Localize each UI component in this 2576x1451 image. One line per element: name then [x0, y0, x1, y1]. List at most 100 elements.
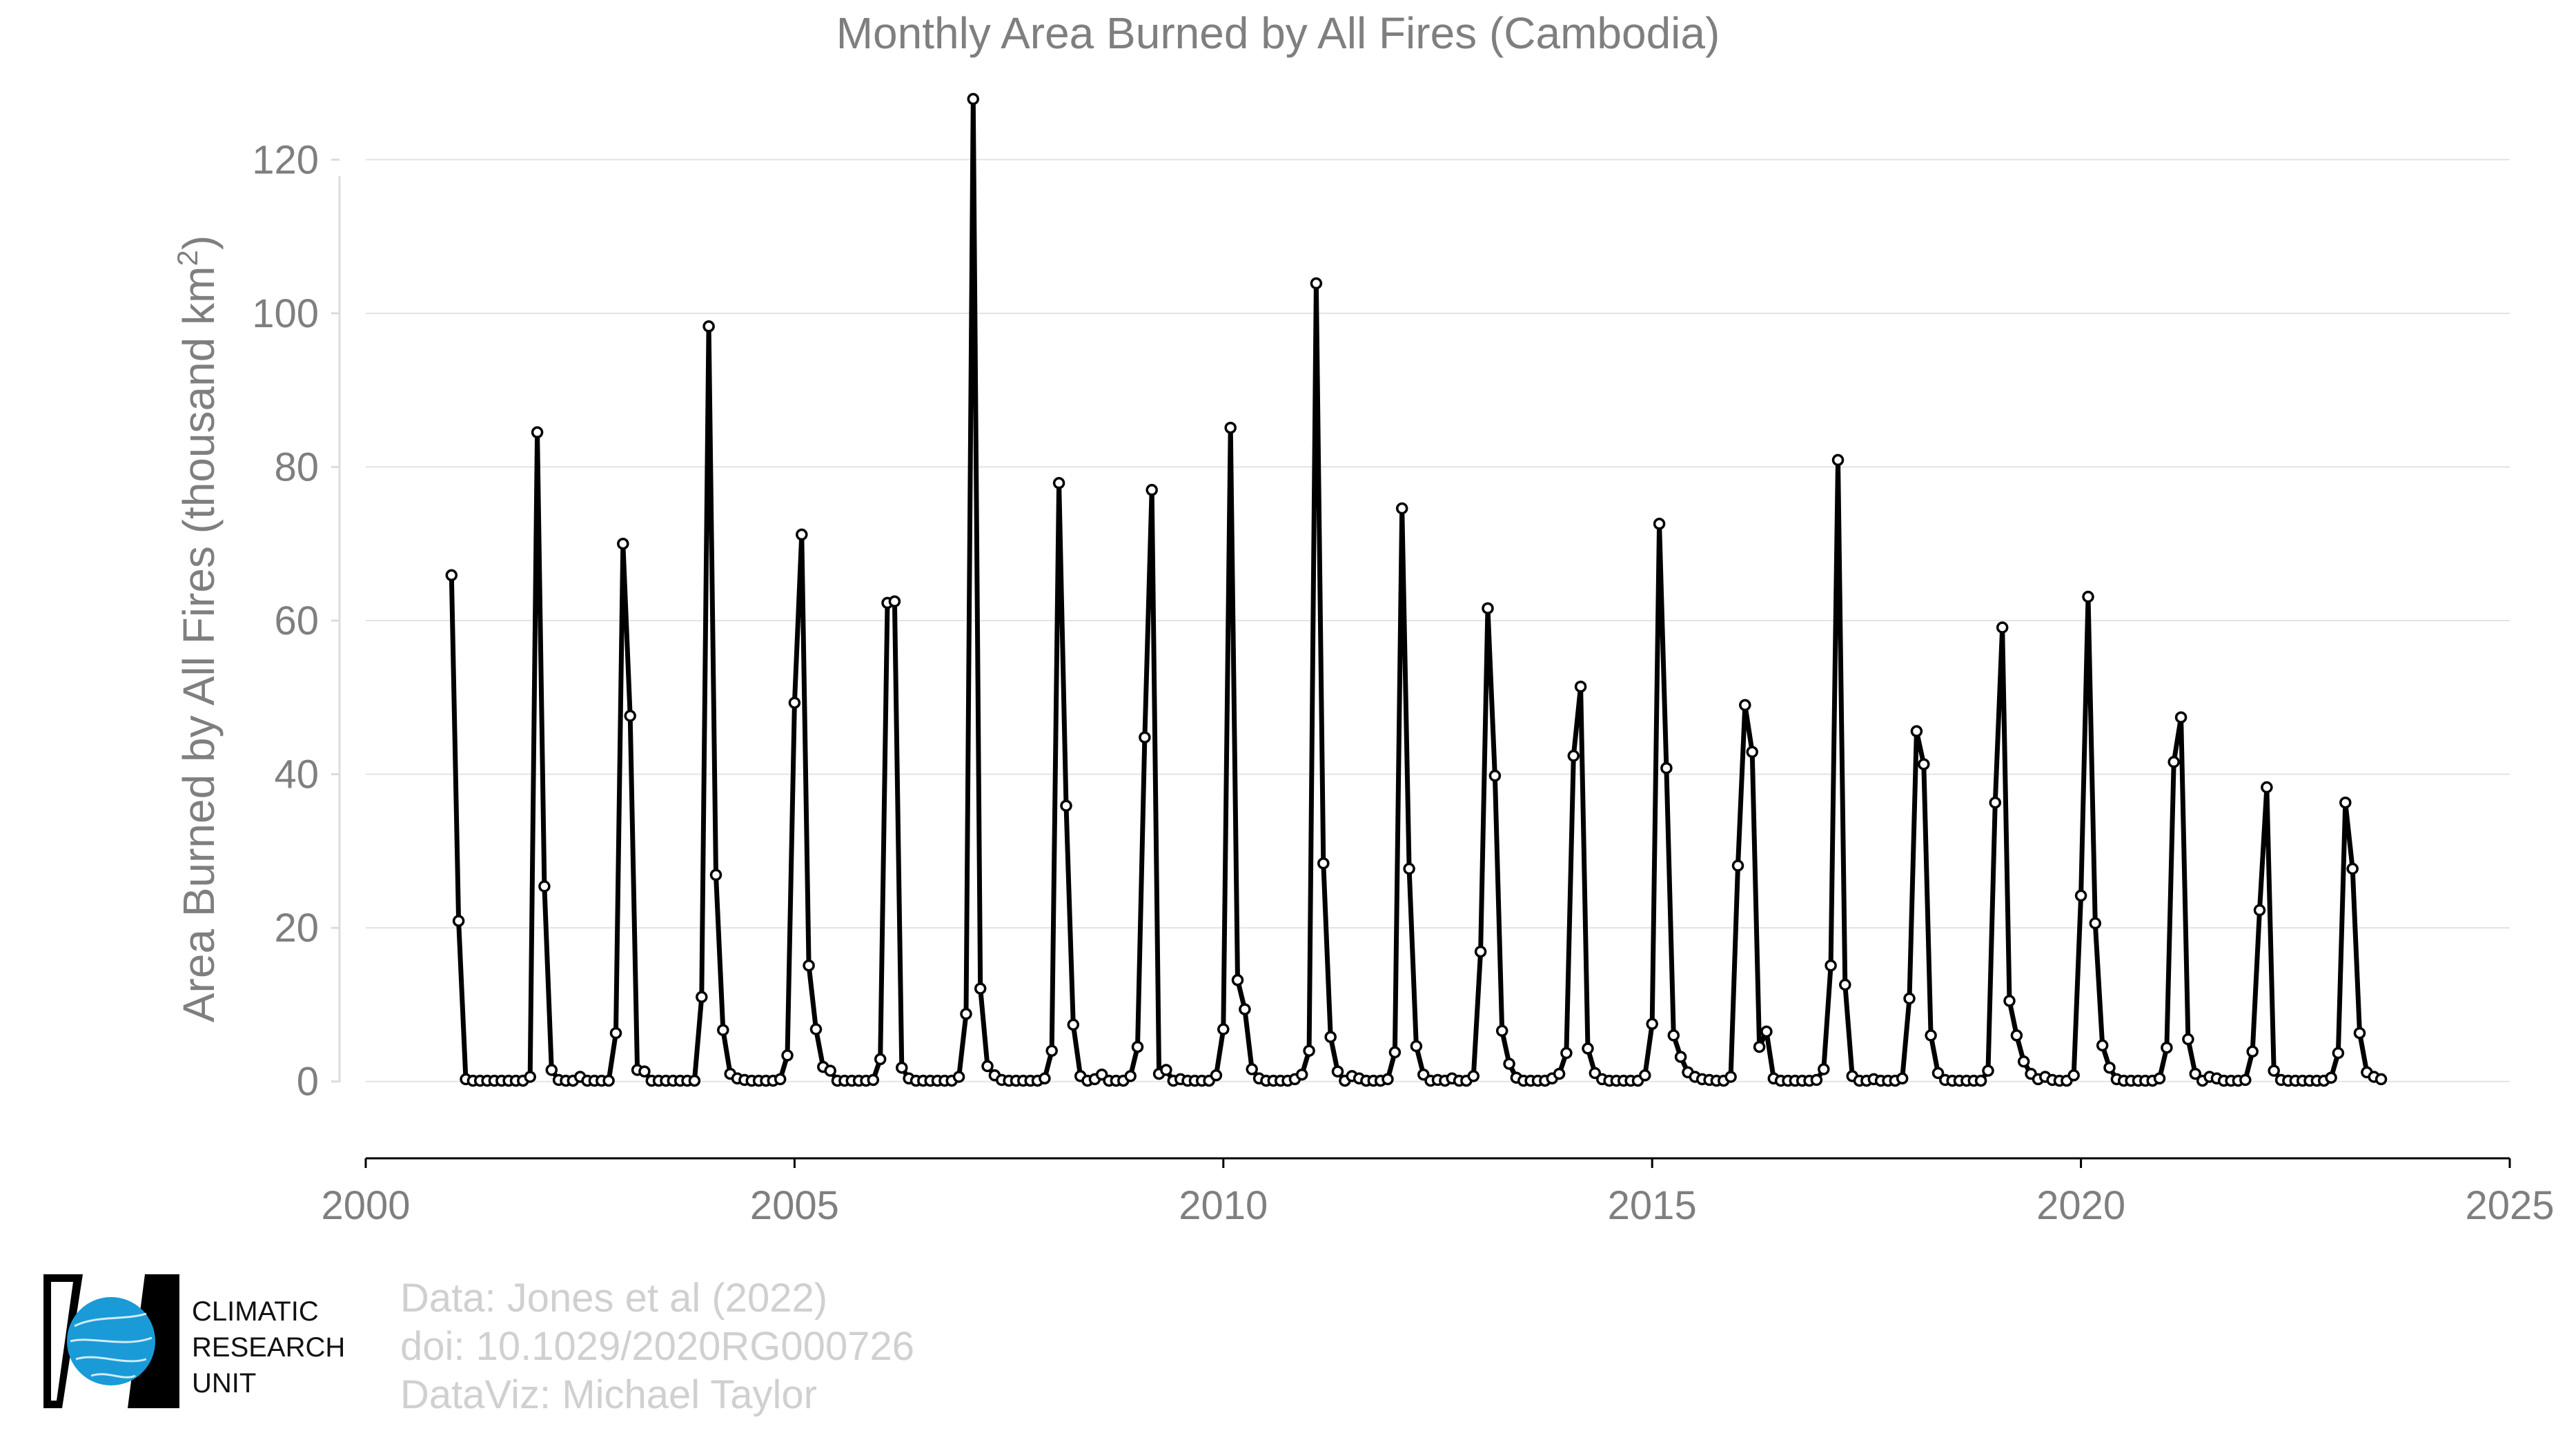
data-point — [1903, 992, 1916, 1005]
data-point — [1918, 758, 1930, 770]
data-point — [796, 528, 808, 541]
data-point — [960, 1008, 972, 1020]
y-axis-label-tail: ) — [174, 235, 224, 250]
data-point — [2189, 1067, 2202, 1080]
data-point — [1131, 1040, 1144, 1053]
data-point — [1974, 1074, 1987, 1087]
y-axis-label-superscript: 2 — [171, 250, 204, 266]
data-point — [1382, 1073, 1394, 1086]
data-point — [1746, 746, 1758, 759]
data-point — [1810, 1073, 1823, 1087]
data-point — [1303, 1044, 1315, 1057]
data-point — [624, 710, 636, 722]
data-point — [874, 1053, 887, 1066]
data-point — [824, 1064, 836, 1077]
data-point — [803, 959, 815, 972]
data-point — [2082, 590, 2094, 603]
data-point — [1989, 796, 2002, 809]
data-point — [967, 92, 980, 106]
data-point — [1553, 1067, 1566, 1080]
x-tick-label: 2015 — [1608, 1183, 1697, 1228]
data-point — [1825, 959, 1837, 972]
data-point — [1831, 454, 1845, 467]
data-point — [1488, 770, 1502, 782]
y-tick-label: 40 — [274, 752, 319, 797]
data-point — [1160, 1064, 1172, 1076]
data-point — [1639, 1069, 1651, 1082]
credit-dataviz: DataViz: Michael Taylor — [400, 1372, 817, 1417]
data-point — [524, 1071, 536, 1083]
data-point — [867, 1073, 880, 1087]
logo-text-line3: UNIT — [192, 1368, 257, 1399]
data-point — [1495, 1024, 1508, 1038]
data-point — [545, 1064, 558, 1076]
data-point — [2332, 1046, 2345, 1060]
y-tick-label: 120 — [252, 137, 319, 182]
data-point — [2253, 904, 2266, 917]
data-point — [2103, 1061, 2116, 1074]
y-axis-ticks: 0 20 40 60 80 100 120 — [252, 137, 340, 1104]
data-point — [1589, 1067, 1602, 1080]
data-point — [1818, 1063, 1830, 1075]
data-point — [688, 1074, 701, 1087]
data-point — [1395, 502, 1408, 515]
data-point — [709, 868, 722, 882]
data-point — [1567, 750, 1580, 762]
data-point — [1503, 1058, 1515, 1070]
data-point — [1239, 1003, 1251, 1015]
data-point — [981, 1060, 994, 1073]
data-point — [1224, 421, 1237, 434]
data-point — [1217, 1023, 1230, 1035]
x-tick-label: 2000 — [321, 1183, 410, 1228]
data-point — [452, 915, 465, 927]
data-point — [1067, 1018, 1080, 1031]
data-point — [2089, 917, 2102, 930]
data-point — [1295, 1068, 1308, 1081]
x-tick-label: 2025 — [2465, 1183, 2554, 1228]
data-point — [1482, 602, 1494, 614]
data-point — [2261, 781, 2273, 794]
y-axis-label: Area Burned by All Fires (thousand km2) — [171, 235, 224, 1022]
data-point — [781, 1049, 794, 1062]
data-point — [1095, 1068, 1108, 1081]
y-tick-label: 0 — [297, 1060, 319, 1104]
data-point — [1039, 1072, 1051, 1085]
data-point — [1324, 1031, 1337, 1043]
data-point — [2246, 1045, 2259, 1058]
data-point — [1925, 1029, 1937, 1042]
data-point — [1760, 1025, 1773, 1038]
data-point — [1667, 1029, 1680, 1042]
data-point — [2067, 1069, 2080, 1082]
data-point — [1403, 862, 1415, 875]
data-point — [617, 537, 629, 550]
y-axis-label-main: Area Burned by All Fires (thousand km — [174, 266, 224, 1023]
data-point — [2339, 796, 2352, 809]
data-point — [888, 595, 901, 607]
data-point — [1560, 1046, 1573, 1060]
data-point — [1574, 680, 1587, 693]
data-point — [445, 569, 458, 582]
data-point — [1052, 477, 1065, 489]
data-point — [2239, 1073, 2252, 1087]
data-point — [1388, 1046, 1402, 1059]
data-point — [1317, 857, 1330, 870]
data-point — [1467, 1070, 1480, 1082]
chart-title: Monthly Area Burned by All Fires (Cambod… — [836, 8, 1720, 58]
credit-doi: doi: 10.1029/2020RG000726 — [400, 1324, 914, 1369]
data-point — [2161, 1041, 2173, 1054]
data-point — [1474, 945, 1487, 958]
data-point — [1331, 1065, 1344, 1078]
data-point — [974, 982, 987, 995]
data-point — [1753, 1040, 1766, 1053]
data-point — [602, 1074, 615, 1087]
data-point — [1310, 277, 1323, 290]
data-points — [445, 92, 2388, 1087]
data-point — [1896, 1072, 1909, 1085]
data-point — [538, 880, 551, 893]
data-point — [1146, 484, 1158, 496]
credit-data-source: Data: Jones et al (2022) — [400, 1276, 828, 1321]
data-point — [2003, 995, 2016, 1007]
y-tick-label: 80 — [274, 445, 319, 489]
x-tick-label: 2010 — [1179, 1183, 1268, 1228]
data-point — [2017, 1055, 2030, 1068]
